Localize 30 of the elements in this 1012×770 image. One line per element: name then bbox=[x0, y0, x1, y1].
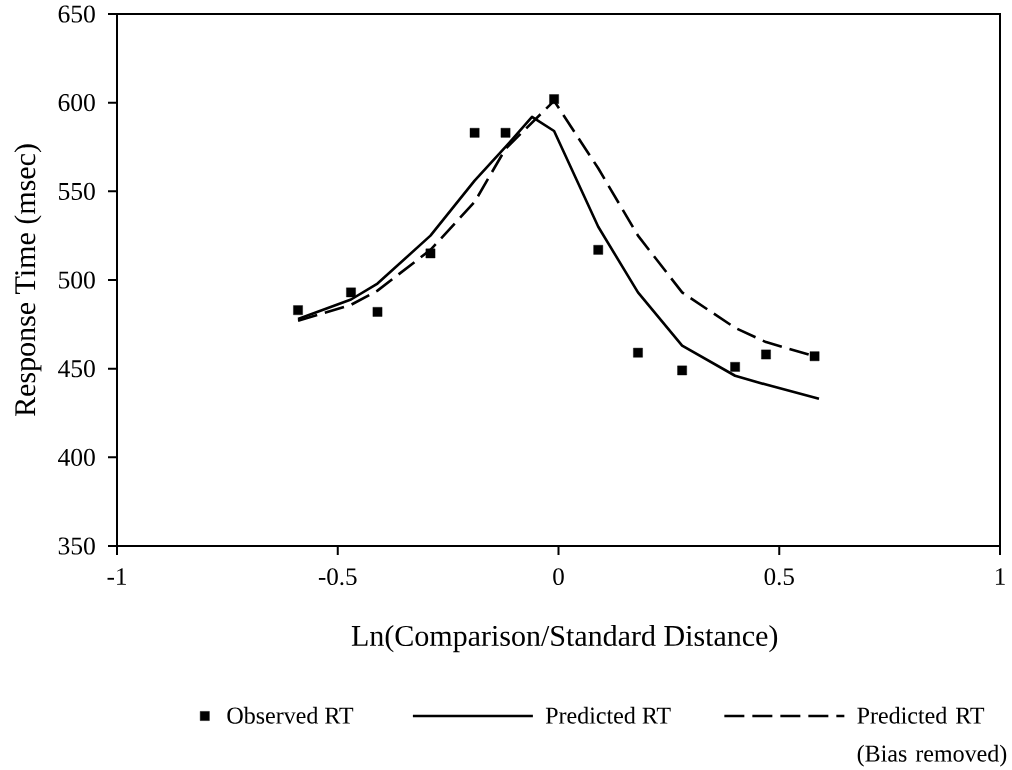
legend-label: Observed RT bbox=[227, 706, 354, 724]
point bbox=[469, 127, 480, 138]
x-tick-label: 0.5 bbox=[764, 568, 794, 586]
y-tick-label: 500 bbox=[59, 271, 95, 289]
point bbox=[761, 349, 771, 360]
y-axis-title: Response Time (msec) bbox=[14, 144, 42, 417]
x-axis-title: Ln(Comparison/Standard Distance) bbox=[351, 624, 778, 653]
y-tick-label: 350 bbox=[58, 537, 95, 555]
x-tick-label: -0.5 bbox=[318, 568, 357, 586]
y-tick-label: 450 bbox=[58, 360, 95, 378]
x-tick-label: 0 bbox=[553, 568, 564, 586]
point bbox=[549, 94, 559, 104]
point bbox=[677, 365, 687, 376]
point bbox=[593, 245, 604, 255]
y-tick-label: 600 bbox=[58, 94, 95, 112]
point bbox=[293, 305, 303, 315]
legend-label: Predicted RT bbox=[545, 706, 671, 724]
point bbox=[633, 347, 643, 358]
y-tick-label: 400 bbox=[58, 448, 95, 466]
point bbox=[500, 127, 511, 138]
x-tick-label: -1 bbox=[107, 568, 126, 585]
y-tick-label: 550 bbox=[59, 182, 95, 200]
point bbox=[425, 248, 436, 259]
legend-label: Predicted RT (Bias removed) bbox=[857, 706, 1007, 767]
point bbox=[372, 307, 383, 317]
point bbox=[346, 287, 356, 298]
point bbox=[730, 362, 740, 372]
y-tick-label: 650 bbox=[58, 5, 95, 23]
x-tick-label: 1 bbox=[995, 568, 1005, 585]
point bbox=[809, 351, 820, 362]
